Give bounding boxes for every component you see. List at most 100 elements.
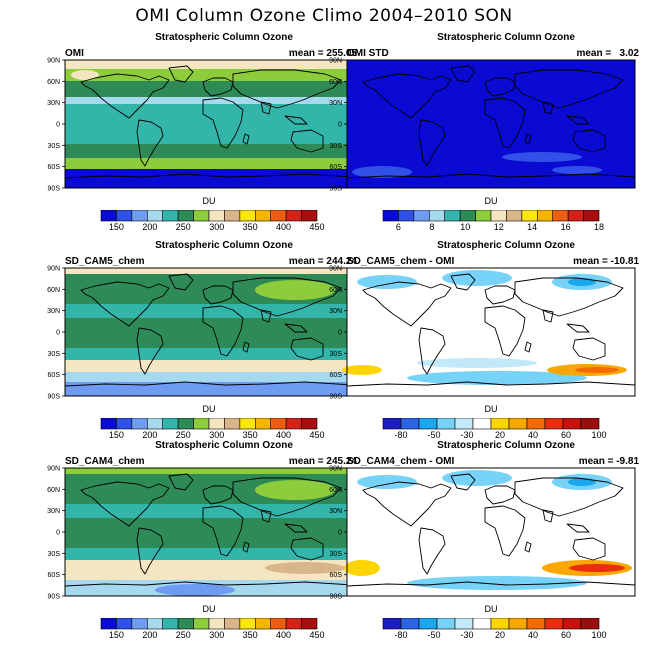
colorbar-swatch: [526, 418, 546, 430]
colorbar-swatch: [254, 210, 272, 222]
colorbar-swatch: [567, 210, 584, 222]
panel-mean: mean = 245.24: [288, 456, 357, 467]
panel-title: Stratospheric Column Ozone: [155, 240, 293, 251]
colorbar-swatch: [177, 618, 194, 630]
colorbar-swatch: [254, 418, 272, 430]
colorbar-swatch: [472, 618, 492, 630]
colorbar-tick-label: 20: [495, 630, 505, 638]
lat-label: 60N: [329, 79, 342, 86]
lat-label: 30S: [48, 551, 61, 558]
panel-title: Stratospheric Column Ozone: [437, 440, 575, 451]
colorbar-tick-label: 60: [561, 430, 571, 438]
lat-label: 30N: [47, 308, 60, 315]
colorbar-swatch: [418, 418, 438, 430]
colorbar-swatch: [301, 618, 318, 630]
colorbar: 150 200 250 300 350 400 450: [100, 210, 325, 230]
colorbar-swatch: [508, 418, 528, 430]
colorbar-tick-label: 250: [176, 430, 191, 438]
panel-mean: mean = -10.81: [573, 256, 639, 267]
colorbar-swatch: [131, 210, 148, 222]
colorbar-tick-label: 300: [209, 630, 224, 638]
colorbar-tick-label: -30: [460, 430, 473, 438]
colorbar-tick-label: 400: [276, 630, 291, 638]
figure-title: OMI Column Ozone Climo 2004–2010 SON: [135, 6, 513, 26]
colorbar-tick-label: 150: [109, 222, 124, 230]
panel-label: OMI: [65, 48, 84, 59]
colorbar-swatch: [454, 418, 474, 430]
colorbar-swatch: [270, 618, 287, 630]
lat-label: 30S: [330, 551, 343, 558]
ozone-map: 90N 60N 30N 0 30S 60S 90S: [329, 466, 636, 601]
colorbar-swatch: [562, 418, 582, 430]
colorbar: -80 -50 -30 20 40 60 100: [382, 618, 607, 638]
ozone-map: 90N 60N 30N 0 30S 60S 90S: [47, 58, 354, 193]
colorbar-swatch: [436, 418, 456, 430]
lat-label: 0: [338, 122, 342, 129]
colorbar-swatch: [536, 210, 554, 222]
colorbar-label: DU: [202, 604, 216, 614]
colorbar-swatch: [459, 210, 476, 222]
lat-label: 90S: [330, 394, 343, 401]
colorbar-swatch: [580, 418, 600, 430]
colorbar-swatch: [544, 618, 564, 630]
colorbar-tick-label: 16: [561, 222, 571, 230]
colorbar-swatch: [436, 618, 456, 630]
colorbar-swatch: [400, 418, 420, 430]
panel-label: SD_CAM4_chem - OMI: [347, 456, 455, 467]
colorbar-swatch: [400, 618, 420, 630]
colorbar-swatch: [552, 210, 569, 222]
lat-label: 60S: [48, 164, 61, 171]
colorbar-swatch: [162, 418, 179, 430]
colorbar-tick-label: 14: [527, 222, 537, 230]
colorbar: 150 200 250 300 350 400 450: [100, 418, 325, 438]
colorbar-swatch: [270, 210, 287, 222]
panel-cam5: Stratospheric Column Ozone SD_CAM5_chem …: [47, 240, 383, 450]
lat-label: 90N: [47, 58, 60, 65]
colorbar-tick-label: 20: [495, 430, 505, 438]
colorbar-swatch: [301, 418, 318, 430]
colorbar-tick-label: 12: [494, 222, 504, 230]
panel-title: Stratospheric Column Ozone: [437, 240, 575, 251]
lat-label: 60S: [48, 372, 61, 379]
lat-label: 30N: [329, 100, 342, 107]
colorbar-tick-label: 450: [309, 222, 324, 230]
colorbar-swatch: [413, 210, 430, 222]
colorbar-label: DU: [202, 196, 216, 206]
lat-label: 30S: [330, 351, 343, 358]
colorbar-swatch: [490, 210, 507, 222]
lat-label: 60N: [47, 79, 60, 86]
colorbar-swatch: [146, 210, 164, 222]
colorbar: 6 8 10 12 14 16 18: [382, 210, 604, 230]
ozone-map: 90N 60N 30N 0 30S 60S 90S: [47, 266, 354, 401]
colorbar-swatch: [162, 618, 179, 630]
lat-label: 30S: [48, 143, 61, 150]
lat-label: 60S: [48, 572, 61, 579]
colorbar-swatch: [193, 618, 210, 630]
lat-label: 0: [56, 330, 60, 337]
ozone-map: 90N 60N 30N 0 30S 60S 90S: [329, 266, 636, 401]
panel-label: OMI STD: [347, 48, 389, 59]
panel-mean: mean = 255.05: [288, 48, 357, 59]
colorbar-tick-label: 40: [528, 430, 538, 438]
colorbar-swatch: [382, 418, 402, 430]
panel-mean: mean = -9.81: [578, 456, 639, 467]
colorbar-swatch: [490, 418, 510, 430]
colorbar-tick-label: 450: [309, 430, 324, 438]
colorbar-swatch: [490, 618, 510, 630]
colorbar-tick-label: 300: [209, 430, 224, 438]
panel-cam4-diff: Stratospheric Column Ozone SD_CAM4_chem …: [329, 440, 648, 650]
lat-label: 90S: [48, 594, 61, 601]
colorbar-tick-label: -50: [427, 430, 440, 438]
colorbar-swatch: [454, 618, 474, 630]
colorbar-label: DU: [202, 404, 216, 414]
colorbar-swatch: [583, 210, 600, 222]
colorbar-swatch: [526, 618, 546, 630]
colorbar-swatch: [285, 418, 302, 430]
lat-label: 90N: [47, 266, 60, 273]
colorbar-swatch: [254, 618, 272, 630]
colorbar-swatch: [521, 210, 538, 222]
colorbar-swatch: [208, 418, 225, 430]
colorbar-tick-label: 6: [396, 222, 401, 230]
lat-label: 60N: [47, 287, 60, 294]
lat-label: 0: [338, 530, 342, 537]
